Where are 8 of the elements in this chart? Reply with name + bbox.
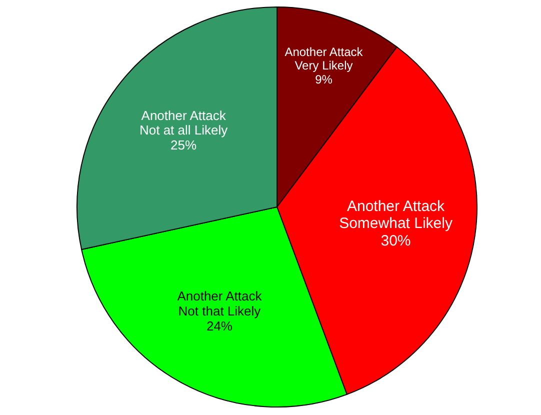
data-label: 24% [206,318,233,334]
data-label: 9% [315,72,333,87]
slice-label: Another Attack Not at all Likely [139,108,228,138]
slice-label: Another Attack Somewhat Likely [339,198,453,232]
slice-label: Another Attack Very Likely [284,44,364,73]
slice-label: Another Attack Not that Likely [177,288,262,319]
data-label: 25% [170,138,198,154]
data-label: 30% [380,232,411,250]
